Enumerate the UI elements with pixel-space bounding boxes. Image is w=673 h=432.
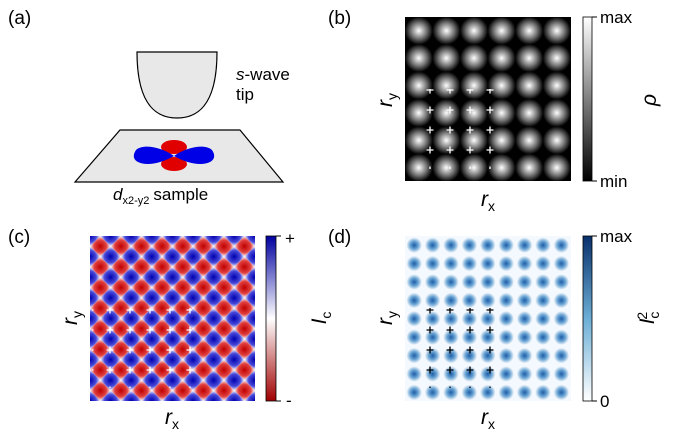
panel-label: (a) <box>8 8 31 29</box>
colorbar-bottom-label: min <box>600 172 627 191</box>
tip-label: tip <box>236 85 254 104</box>
panel-label: (b) <box>328 8 351 29</box>
colorbar <box>265 235 277 402</box>
site-markers <box>92 308 192 388</box>
orbital-lobe <box>133 146 215 164</box>
colorbar-top-label: + <box>285 229 295 248</box>
colorbar-tick <box>276 235 281 402</box>
y-axis-label: ry <box>374 311 400 325</box>
colorbar-label: Ic <box>308 312 334 325</box>
colorbar-bottom-label: 0 <box>600 392 609 411</box>
panel-label: (d) <box>328 227 351 248</box>
x-axis-label: rx <box>481 406 495 432</box>
x-axis-label: rx <box>481 188 495 214</box>
colorbar-top-label: max <box>600 227 633 246</box>
y-axis-label: ry <box>59 311 85 325</box>
colorbar-label: Ic2 <box>634 312 662 325</box>
panel-label: (c) <box>8 227 30 248</box>
tip-label: s-wave <box>236 65 290 84</box>
colorbar-tick <box>592 16 597 182</box>
colorbar-tick <box>592 235 597 402</box>
sample-label: dx2-y2 sample <box>113 185 208 207</box>
colorbar <box>582 16 593 182</box>
colorbar <box>582 235 593 402</box>
colorbar-label: ρ <box>638 94 661 107</box>
y-axis-label: ry <box>374 93 400 107</box>
colorbar-bottom-label: - <box>286 391 292 410</box>
site-markers <box>417 308 497 388</box>
tip-shape <box>136 51 218 119</box>
site-markers <box>416 89 496 169</box>
orbital-lobe <box>161 157 187 171</box>
x-axis-label: rx <box>165 406 179 432</box>
colorbar-top-label: max <box>600 8 633 27</box>
orbital-lobe <box>161 140 187 154</box>
